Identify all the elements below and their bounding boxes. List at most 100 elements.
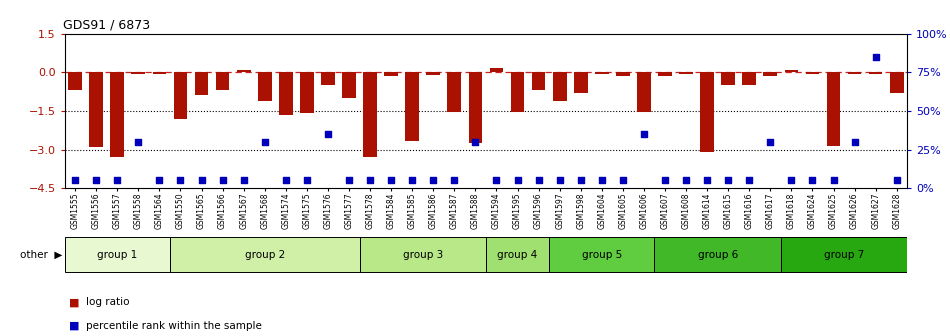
Point	[173, 178, 188, 183]
Text: group 2: group 2	[244, 250, 285, 259]
Bar	[216, 72, 230, 90]
Point	[446, 178, 462, 183]
Bar	[321, 72, 334, 85]
Point	[384, 178, 399, 183]
Point	[405, 178, 420, 183]
Bar	[279, 72, 293, 115]
Point	[721, 178, 736, 183]
Text: ■: ■	[69, 297, 80, 307]
Point	[847, 139, 863, 144]
Bar	[237, 71, 251, 72]
Text: percentile rank within the sample: percentile rank within the sample	[86, 321, 262, 331]
Bar	[549, 237, 655, 272]
Bar	[595, 72, 609, 74]
Point	[320, 131, 335, 137]
Bar	[511, 72, 524, 112]
Bar	[89, 72, 103, 147]
Point	[594, 178, 609, 183]
Point	[573, 178, 588, 183]
Bar	[890, 72, 903, 93]
Bar	[658, 72, 672, 76]
Text: group 4: group 4	[498, 250, 538, 259]
Text: other  ▶: other ▶	[20, 250, 63, 259]
Bar	[385, 72, 398, 76]
Text: group 7: group 7	[824, 250, 864, 259]
Bar	[847, 72, 862, 74]
Point	[467, 139, 483, 144]
Point	[868, 54, 884, 59]
Bar	[826, 72, 841, 146]
Text: GDS91 / 6873: GDS91 / 6873	[63, 18, 150, 31]
Bar	[806, 72, 819, 74]
Point	[278, 178, 294, 183]
Text: group 5: group 5	[581, 250, 622, 259]
Point	[552, 178, 567, 183]
Bar	[427, 72, 440, 75]
Bar	[742, 72, 756, 85]
Point	[194, 178, 209, 183]
Bar	[721, 72, 735, 85]
Bar	[110, 72, 124, 157]
Point	[699, 178, 714, 183]
Bar	[447, 72, 461, 112]
Point	[636, 131, 652, 137]
Text: log ratio: log ratio	[86, 297, 130, 307]
Text: group 3: group 3	[403, 250, 443, 259]
Point	[763, 139, 778, 144]
Text: group 1: group 1	[97, 250, 138, 259]
Point	[489, 178, 504, 183]
Point	[678, 178, 694, 183]
Point	[299, 178, 314, 183]
Point	[341, 178, 356, 183]
Point	[510, 178, 525, 183]
Bar	[553, 72, 566, 100]
Point	[152, 178, 167, 183]
Bar	[363, 72, 377, 157]
Point	[889, 178, 904, 183]
Point	[826, 178, 841, 183]
Bar	[65, 237, 170, 272]
Bar	[700, 72, 714, 152]
Point	[215, 178, 230, 183]
Bar	[195, 72, 208, 95]
Bar	[574, 72, 587, 93]
Bar	[468, 72, 483, 143]
Point	[426, 178, 441, 183]
Bar	[532, 72, 545, 90]
Bar	[68, 72, 82, 90]
Bar	[342, 72, 356, 98]
Bar	[257, 72, 272, 100]
Point	[657, 178, 673, 183]
Point	[363, 178, 378, 183]
Bar	[359, 237, 486, 272]
Point	[131, 139, 146, 144]
Bar	[486, 237, 549, 272]
Bar	[406, 72, 419, 140]
Point	[616, 178, 631, 183]
Point	[784, 178, 799, 183]
Point	[88, 178, 104, 183]
Point	[805, 178, 820, 183]
Bar	[764, 72, 777, 76]
Point	[531, 178, 546, 183]
Point	[109, 178, 124, 183]
Bar	[174, 72, 187, 119]
Bar	[170, 237, 359, 272]
Bar	[153, 72, 166, 74]
Text: group 6: group 6	[697, 250, 738, 259]
Bar	[655, 237, 781, 272]
Point	[257, 139, 273, 144]
Bar	[869, 72, 883, 74]
Point	[67, 178, 83, 183]
Bar	[131, 72, 145, 74]
Bar	[781, 237, 907, 272]
Bar	[785, 71, 798, 72]
Bar	[679, 72, 693, 74]
Text: ■: ■	[69, 321, 80, 331]
Bar	[489, 69, 504, 72]
Bar	[616, 72, 630, 76]
Point	[236, 178, 251, 183]
Point	[742, 178, 757, 183]
Bar	[300, 72, 314, 114]
Bar	[637, 72, 651, 112]
